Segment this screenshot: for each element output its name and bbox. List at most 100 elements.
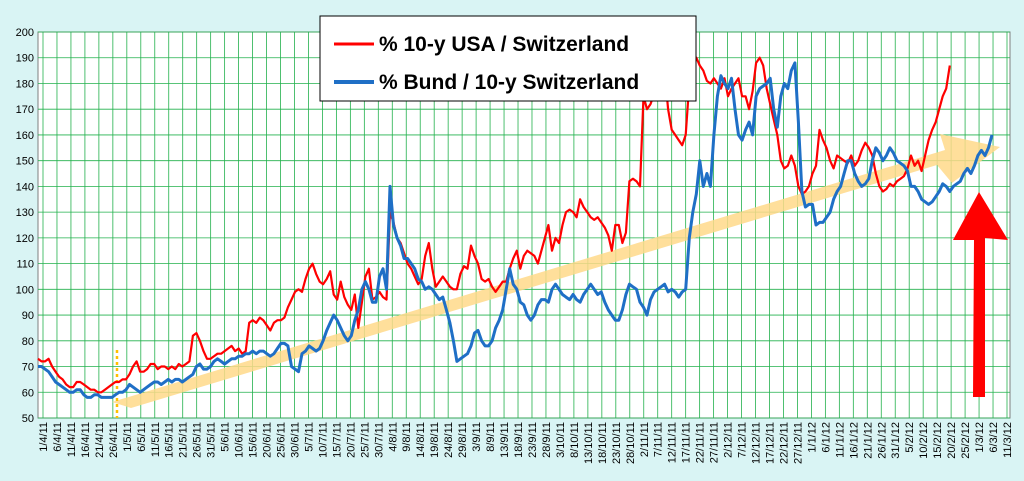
x-tick-label: 22/12/11 bbox=[778, 422, 790, 464]
x-tick-label: 20/2/12 bbox=[946, 422, 958, 459]
x-tick-label: 9/8/11 bbox=[401, 422, 413, 452]
x-tick-label: 29/8/11 bbox=[457, 422, 469, 458]
x-tick-label: 5/2/12 bbox=[904, 422, 916, 453]
y-tick-label: 50 bbox=[22, 413, 34, 425]
series-line-0 bbox=[37, 54, 951, 394]
y-tick-label: 170 bbox=[16, 104, 34, 116]
x-tick-label: 12/11/11 bbox=[667, 422, 679, 463]
annotations bbox=[112, 134, 1008, 418]
series-lines bbox=[37, 54, 994, 399]
x-tick-label: 27/12/11 bbox=[792, 422, 804, 464]
legend-box bbox=[319, 15, 697, 102]
x-tick-label: 20/7/11 bbox=[345, 422, 357, 458]
x-tick-label: 30/6/11 bbox=[289, 422, 301, 458]
x-tick-label: 11/4/11 bbox=[66, 422, 78, 457]
y-tick-label: 80 bbox=[22, 336, 34, 348]
x-tick-label: 19/8/11 bbox=[429, 422, 441, 458]
x-tick-label: 30/7/11 bbox=[373, 422, 385, 458]
x-tick-label: 23/10/11 bbox=[611, 422, 623, 464]
x-tick-label: 8/9/11 bbox=[485, 422, 497, 452]
legend-label-bund: % Bund / 10-y Switzerland bbox=[379, 71, 639, 94]
x-tick-label: 21/4/11 bbox=[94, 422, 106, 458]
legend-label-usa: % 10-y USA / Switzerland bbox=[379, 33, 629, 56]
y-tick-label: 90 bbox=[22, 310, 34, 322]
x-tick-label: 26/5/11 bbox=[192, 422, 204, 458]
x-tick-label: 28/9/11 bbox=[541, 422, 553, 458]
x-tick-label: 26/1/12 bbox=[876, 422, 888, 459]
x-tick-label: 13/9/11 bbox=[499, 422, 511, 458]
x-tick-label: 11/5/11 bbox=[150, 422, 162, 457]
x-tick-label: 27/11/11 bbox=[709, 422, 721, 463]
x-tick-label: 16/4/11 bbox=[80, 422, 92, 458]
x-tick-label: 18/9/11 bbox=[513, 422, 525, 458]
x-tick-label: 21/5/11 bbox=[178, 422, 190, 458]
x-tick-label: 21/1/12 bbox=[862, 422, 874, 459]
x-tick-label: 31/1/12 bbox=[890, 422, 902, 459]
x-tick-label: 31/5/11 bbox=[206, 422, 218, 458]
y-tick-label: 130 bbox=[16, 207, 34, 219]
x-tick-label: 25/7/11 bbox=[359, 422, 371, 458]
x-tick-label: 16/5/11 bbox=[164, 422, 176, 458]
red-up-arrow bbox=[953, 192, 1008, 397]
x-axis-tick-labels: 1/4/11 6/4/11 11/4/11 16/4/11 21/4/11 26/4/11… bbox=[38, 422, 1014, 464]
x-tick-label: 4/8/11 bbox=[387, 422, 399, 452]
x-tick-label: 16/1/12 bbox=[848, 422, 860, 459]
x-tick-label: 14/8/11 bbox=[415, 422, 427, 458]
x-tick-label: 13/10/11 bbox=[583, 422, 595, 464]
y-tick-label: 180 bbox=[16, 78, 34, 90]
x-tick-label: 10/6/11 bbox=[234, 422, 246, 458]
x-tick-label: 15/6/11 bbox=[248, 422, 260, 458]
x-tick-label: 7/12/11 bbox=[737, 422, 749, 458]
x-tick-label: 12/12/11 bbox=[751, 422, 763, 464]
x-tick-label: 2/12/11 bbox=[723, 422, 735, 458]
x-tick-label: 26/4/11 bbox=[108, 422, 120, 458]
x-tick-label: 8/10/11 bbox=[569, 422, 581, 458]
x-tick-label: 1/5/11 bbox=[122, 422, 134, 452]
x-tick-label: 5/6/11 bbox=[220, 422, 232, 452]
x-tick-label: 15/2/12 bbox=[932, 422, 944, 459]
x-tick-label: 24/8/11 bbox=[443, 422, 455, 458]
x-tick-label: 17/11/11 bbox=[681, 422, 693, 463]
x-tick-label: 11/1/12 bbox=[834, 422, 846, 458]
x-tick-label: 18/10/11 bbox=[597, 422, 609, 464]
x-tick-label: 15/7/11 bbox=[331, 422, 343, 458]
x-tick-label: 6/1/12 bbox=[820, 422, 832, 453]
y-tick-label: 120 bbox=[16, 233, 34, 245]
trend-arrow bbox=[112, 134, 1000, 408]
x-tick-label: 10/2/12 bbox=[918, 422, 930, 459]
legend: % 10-y USA / Switzerland % Bund / 10-y S… bbox=[319, 15, 697, 102]
x-tick-label: 1/4/11 bbox=[38, 422, 50, 452]
y-tick-label: 200 bbox=[16, 27, 34, 39]
y-axis-tick-labels: 50 60 70 80 90 100 110 120 130 140 150 160 170 180 190… bbox=[16, 27, 34, 425]
x-tick-label: 22/11/11 bbox=[695, 422, 707, 463]
x-tick-label: 25/6/11 bbox=[276, 422, 288, 458]
x-tick-label: 20/6/11 bbox=[262, 422, 274, 458]
x-tick-label: 28/10/11 bbox=[625, 422, 637, 464]
series-line-1 bbox=[38, 61, 994, 399]
y-tick-label: 160 bbox=[16, 130, 34, 142]
x-tick-label: 6/4/11 bbox=[52, 422, 64, 452]
x-tick-label: 25/2/12 bbox=[960, 422, 972, 459]
x-tick-label: 23/9/11 bbox=[527, 422, 539, 458]
y-tick-label: 110 bbox=[16, 259, 34, 271]
x-tick-label: 6/5/11 bbox=[136, 422, 148, 452]
x-tick-label: 2/11/11 bbox=[639, 422, 651, 457]
x-tick-label: 6/3/12 bbox=[988, 422, 1000, 453]
x-tick-label: 11/3/12 bbox=[1002, 422, 1014, 458]
y-tick-label: 150 bbox=[16, 156, 34, 168]
x-tick-label: 7/11/11 bbox=[653, 422, 665, 457]
x-tick-label: 3/9/11 bbox=[471, 422, 483, 452]
x-tick-label: 1/1/12 bbox=[806, 422, 818, 453]
x-tick-label: 3/10/11 bbox=[555, 422, 567, 458]
x-tick-label: 10/7/11 bbox=[317, 422, 329, 458]
x-tick-label: 5/7/11 bbox=[303, 422, 315, 452]
y-tick-label: 60 bbox=[22, 387, 34, 399]
x-tick-label: 1/3/12 bbox=[974, 422, 986, 453]
y-tick-label: 70 bbox=[22, 362, 34, 374]
y-tick-label: 190 bbox=[16, 53, 34, 65]
x-tick-label: 17/12/11 bbox=[764, 422, 776, 464]
y-tick-label: 140 bbox=[16, 181, 34, 193]
y-tick-label: 100 bbox=[16, 284, 34, 296]
